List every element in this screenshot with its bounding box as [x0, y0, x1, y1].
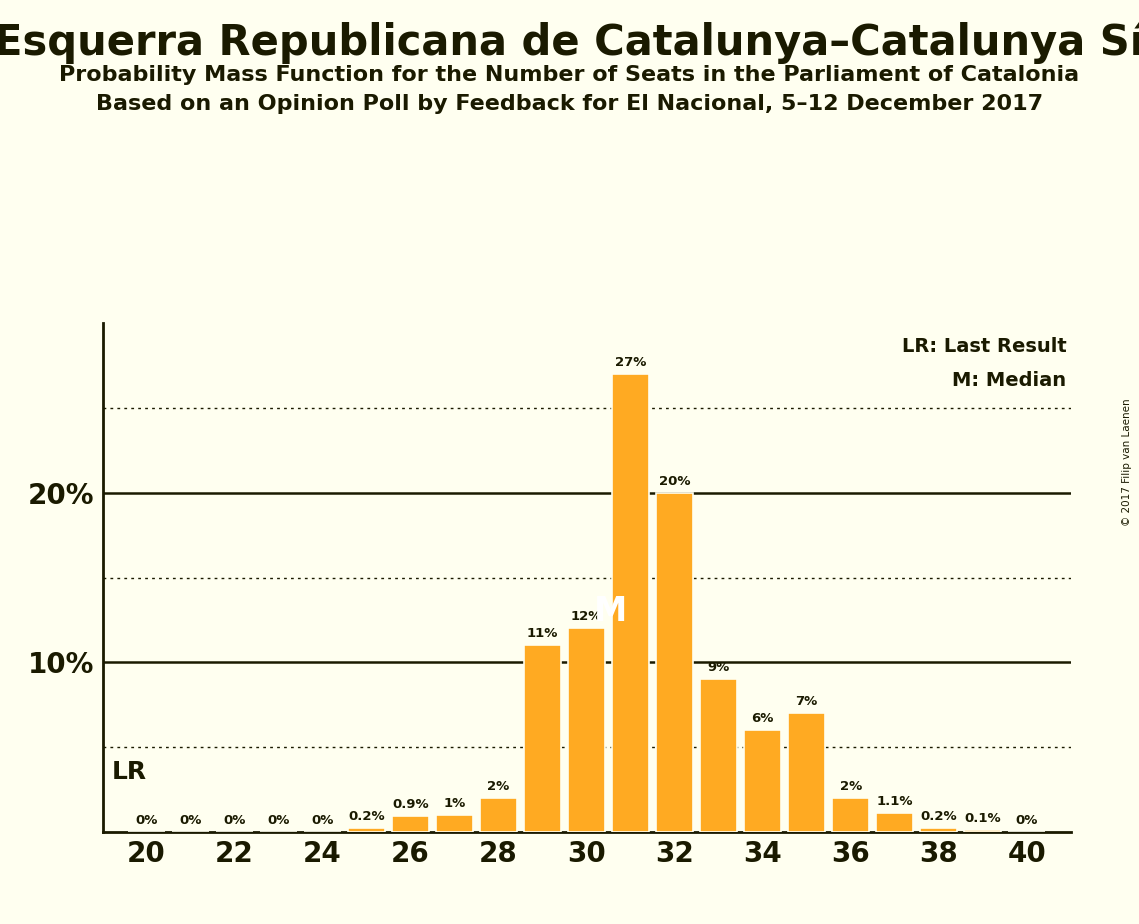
Bar	[831, 797, 869, 832]
Text: 0%: 0%	[1016, 813, 1038, 826]
Text: 6%: 6%	[752, 711, 773, 724]
Text: 2%: 2%	[839, 780, 862, 793]
Text: 0.1%: 0.1%	[965, 812, 1001, 825]
Text: 0.9%: 0.9%	[392, 798, 429, 811]
Bar	[568, 628, 605, 832]
Text: 20%: 20%	[658, 475, 690, 488]
Text: 0%: 0%	[268, 813, 289, 826]
Text: 1%: 1%	[443, 796, 466, 809]
Bar	[612, 374, 649, 832]
Text: M: M	[595, 595, 628, 628]
Text: 0%: 0%	[179, 813, 202, 826]
Bar	[392, 817, 429, 832]
Bar	[744, 730, 781, 832]
Bar	[788, 713, 826, 832]
Bar	[699, 679, 737, 832]
Text: 0.2%: 0.2%	[349, 810, 385, 823]
Text: 7%: 7%	[795, 695, 818, 708]
Text: 11%: 11%	[527, 627, 558, 640]
Text: 0.2%: 0.2%	[920, 810, 957, 823]
Bar	[920, 828, 958, 832]
Bar	[436, 815, 474, 832]
Text: 2%: 2%	[487, 780, 509, 793]
Text: LR: LR	[112, 760, 147, 784]
Bar	[964, 830, 1001, 832]
Bar	[524, 645, 562, 832]
Bar	[876, 813, 913, 832]
Text: 0%: 0%	[311, 813, 334, 826]
Text: 0%: 0%	[223, 813, 246, 826]
Text: 27%: 27%	[615, 356, 646, 369]
Bar	[347, 828, 385, 832]
Text: 1.1%: 1.1%	[876, 795, 912, 808]
Text: 0%: 0%	[136, 813, 157, 826]
Text: Based on an Opinion Poll by Feedback for El Nacional, 5–12 December 2017: Based on an Opinion Poll by Feedback for…	[96, 94, 1043, 115]
Text: © 2017 Filip van Laenen: © 2017 Filip van Laenen	[1122, 398, 1132, 526]
Bar	[480, 797, 517, 832]
Text: M: Median: M: Median	[952, 371, 1066, 390]
Text: LR: Last Result: LR: Last Result	[901, 337, 1066, 356]
Text: 9%: 9%	[707, 661, 730, 675]
Text: Esquerra Republicana de Catalunya–Catalunya Sí: Esquerra Republicana de Catalunya–Catalu…	[0, 20, 1139, 64]
Text: Probability Mass Function for the Number of Seats in the Parliament of Catalonia: Probability Mass Function for the Number…	[59, 65, 1080, 85]
Text: 12%: 12%	[571, 610, 603, 623]
Bar	[656, 492, 694, 832]
